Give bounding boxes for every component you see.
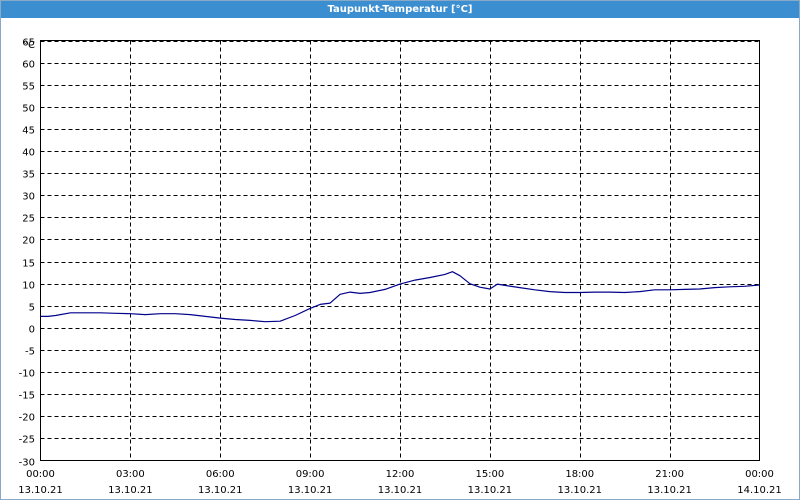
- y-tick-label: 5: [29, 303, 35, 314]
- x-tick-time: 21:00: [655, 469, 684, 480]
- y-tick-label: 15: [22, 259, 35, 270]
- y-tick-label: -30: [19, 458, 35, 469]
- x-tick-date: 13.10.21: [18, 485, 63, 496]
- x-tick-date: 13.10.21: [557, 485, 602, 496]
- y-tick-label: 65: [22, 38, 35, 49]
- y-tick-label: 40: [22, 148, 35, 159]
- x-tick-date: 13.10.21: [378, 485, 423, 496]
- y-tick-label: -5: [25, 347, 35, 358]
- x-tick-date: 13.10.21: [108, 485, 153, 496]
- x-tick-time: 00:00: [26, 469, 55, 480]
- x-tick-date: 13.10.21: [288, 485, 333, 496]
- x-tick-time: 00:00: [745, 469, 774, 480]
- x-axis: 00:00 13.10.21 03:00 13.10.21 06:00 13.10.21 0…: [18, 469, 782, 496]
- y-tick-label: 50: [22, 104, 35, 115]
- y-tick-label: 45: [22, 126, 35, 137]
- plot-area-border: [40, 40, 760, 461]
- y-tick-label: 60: [22, 60, 35, 71]
- y-tick-label: 10: [22, 281, 35, 292]
- series-line-dewpoint: [40, 271, 760, 323]
- x-tick-time: 18:00: [565, 469, 594, 480]
- y-tick-label: 55: [22, 82, 35, 93]
- x-tick-time: 15:00: [475, 469, 504, 480]
- x-tick-time: 03:00: [116, 469, 145, 480]
- y-tick-label: 30: [22, 192, 35, 203]
- x-tick-time: 12:00: [386, 469, 415, 480]
- y-tick-label: 25: [22, 214, 35, 225]
- grid: [40, 40, 760, 461]
- x-tick-date: 13.10.21: [647, 485, 692, 496]
- y-tick-label: 0: [29, 325, 35, 336]
- x-tick-time: 09:00: [296, 469, 325, 480]
- x-tick-date: 13.10.21: [198, 485, 243, 496]
- x-tick-date: 14.10.21: [737, 485, 782, 496]
- y-tick-label: -15: [19, 391, 35, 402]
- y-axis-unit-label: °C: [23, 40, 35, 51]
- y-axis: 65605550454035302520151050-5-10-15-20-25…: [19, 38, 35, 469]
- y-tick-label: 20: [22, 236, 35, 247]
- chart-title: Taupunkt-Temperatur [°C]: [1, 1, 799, 18]
- y-tick-label: -10: [19, 369, 35, 380]
- y-tick-label: -20: [19, 413, 35, 424]
- y-tick-label: 35: [22, 170, 35, 181]
- x-tick-time: 06:00: [206, 469, 235, 480]
- y-tick-label: -25: [19, 435, 35, 446]
- x-tick-date: 13.10.21: [468, 485, 513, 496]
- series-group: [40, 271, 760, 323]
